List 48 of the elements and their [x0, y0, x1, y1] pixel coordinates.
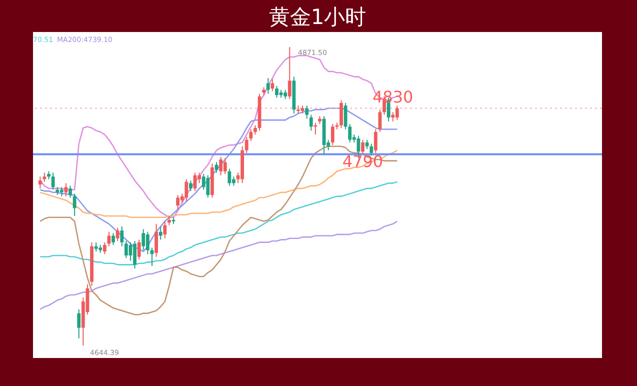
candlestick	[391, 112, 395, 122]
candlestick	[219, 156, 223, 176]
candlestick	[51, 172, 55, 190]
candlestick	[270, 78, 274, 92]
candlestick	[309, 114, 313, 132]
candlestick	[189, 180, 192, 192]
candlestick	[365, 139, 369, 150]
candlestick	[305, 105, 309, 120]
candlestick	[146, 231, 150, 255]
candlestick	[102, 242, 106, 255]
candlestick	[228, 168, 232, 186]
candlestick	[244, 136, 248, 154]
candlestick	[154, 223, 158, 258]
candlestick	[206, 174, 210, 198]
candlestick	[120, 226, 124, 247]
candlestick	[284, 89, 288, 100]
candlestick	[344, 102, 348, 130]
candlestick	[112, 232, 115, 246]
candlestick	[249, 128, 253, 142]
candlestick	[68, 185, 72, 198]
candlestick	[378, 109, 382, 132]
candlestick	[38, 176, 42, 189]
candlestick	[137, 239, 141, 260]
candlestick	[116, 227, 120, 242]
candlestick	[124, 240, 128, 259]
candlestick	[275, 85, 278, 98]
candlestick	[167, 216, 171, 226]
candlestick	[340, 100, 343, 128]
candlestick	[330, 124, 334, 146]
candlestick	[223, 158, 227, 174]
candlestick	[395, 105, 399, 121]
chart-title: 黄金1小时	[268, 5, 366, 29]
candlestick	[348, 124, 352, 143]
candlestick	[266, 78, 270, 94]
candlestick	[288, 46, 292, 100]
candlestick	[184, 178, 188, 202]
candlestick	[133, 240, 136, 270]
candlestick	[158, 226, 162, 240]
candlestick	[361, 139, 364, 155]
candlestick	[72, 193, 76, 217]
candlestick	[94, 242, 98, 252]
candlestick	[163, 220, 167, 239]
candlestick	[60, 186, 64, 197]
candlestick	[254, 124, 257, 136]
candlestick	[77, 308, 81, 339]
candlestick	[142, 228, 146, 251]
candlestick	[374, 128, 378, 154]
candlestick	[64, 182, 68, 197]
